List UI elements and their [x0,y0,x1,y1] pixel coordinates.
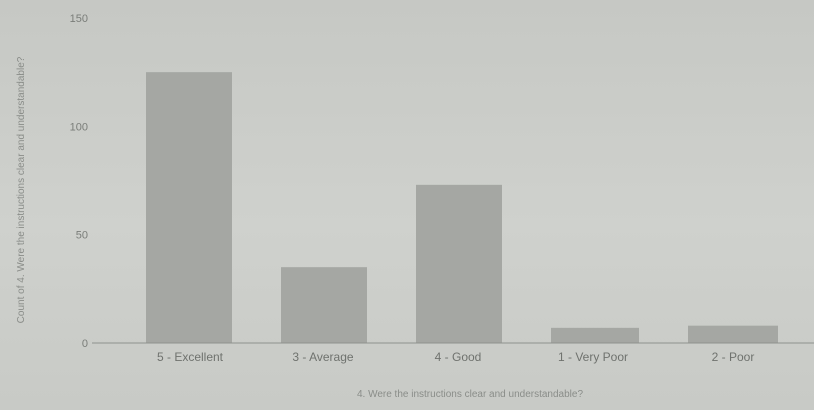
x-tick-label: 1 - Very Poor [558,350,628,364]
x-tick-label: 3 - Average [292,350,353,364]
x-tick-label: 5 - Excellent [157,350,224,364]
x-tick-labels: 5 - Excellent 3 - Average 4 - Good 1 - Very… [157,350,754,364]
bars [146,72,778,344]
bar [551,327,639,343]
y-axis-title: Count of 4. Were the instructions clear … [16,56,27,323]
y-tick-labels: 0 50 100 150 [70,13,88,350]
bar [281,267,367,343]
bar [416,184,502,343]
y-tick-label: 100 [70,121,88,133]
bar [688,325,778,343]
y-tick-label: 150 [70,13,88,25]
x-axis-title: 4. Were the instructions clear and under… [357,389,584,400]
x-tick-label: 4 - Good [435,350,482,364]
y-tick-label: 50 [76,230,88,242]
x-tick-label: 2 - Poor [712,350,755,364]
bar [146,72,232,344]
y-tick-label: 0 [82,338,88,350]
